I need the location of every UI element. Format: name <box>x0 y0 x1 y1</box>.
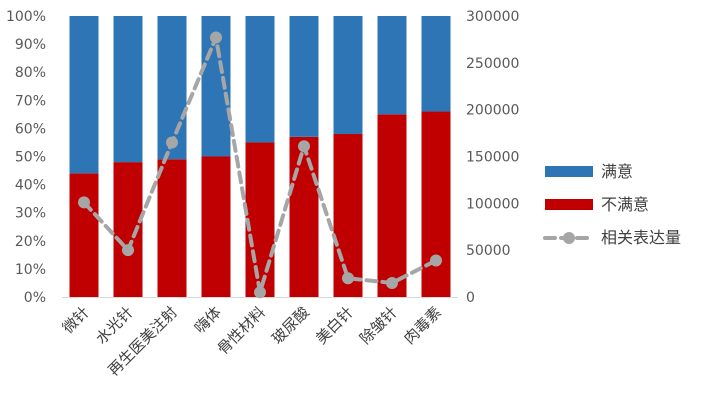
y-right-tick-label: 50000 <box>466 243 511 259</box>
legend-satisfied-swatch <box>545 166 593 177</box>
bar-satisfied <box>333 16 363 135</box>
y-left-tick-label: 60% <box>15 121 46 137</box>
y-right-tick-label: 300000 <box>466 9 519 25</box>
bar-satisfied <box>421 16 451 112</box>
bar-series <box>69 16 451 297</box>
bar-unsatisfied <box>69 173 99 297</box>
y-left-tick-label: 100% <box>6 9 46 25</box>
x-category-label: 美白针 <box>312 303 357 348</box>
x-category-label: 嗨体 <box>191 303 225 337</box>
legend-satisfied-label: 满意 <box>601 162 633 181</box>
legend: 满意 不满意 相关表达量 <box>543 162 681 247</box>
bar-satisfied <box>245 16 275 143</box>
volume-point <box>78 196 90 209</box>
y-right-tick-label: 200000 <box>466 103 519 119</box>
volume-point <box>166 136 178 149</box>
bar-unsatisfied <box>157 159 187 297</box>
y-left-tick-label: 70% <box>15 93 46 109</box>
volume-point <box>254 286 266 299</box>
bar-satisfied <box>113 16 143 163</box>
bar-satisfied <box>157 16 187 160</box>
y-left-tick-label: 50% <box>15 150 46 166</box>
bar-satisfied <box>69 16 99 174</box>
volume-point <box>210 31 222 44</box>
right-y-axis: 0 50000 100000 150000 200000 250000 300000 <box>466 9 519 306</box>
bar-satisfied <box>289 16 319 137</box>
legend-unsatisfied-swatch <box>545 199 593 210</box>
y-right-tick-label: 150000 <box>466 150 519 166</box>
bar-unsatisfied <box>333 134 363 297</box>
bar-unsatisfied <box>289 136 319 297</box>
y-left-tick-label: 0% <box>24 290 46 306</box>
x-category-label: 除皱针 <box>356 303 401 348</box>
volume-point <box>430 254 442 267</box>
x-category-label: 肉毒素 <box>400 303 445 348</box>
y-right-tick-label: 0 <box>466 290 475 306</box>
y-left-tick-label: 80% <box>15 65 46 81</box>
legend-volume-marker <box>563 232 575 244</box>
y-left-tick-label: 40% <box>15 178 46 194</box>
x-category-label: 玻尿酸 <box>268 303 313 348</box>
bar-unsatisfied <box>421 111 451 297</box>
y-left-tick-label: 20% <box>15 234 46 250</box>
y-left-tick-label: 30% <box>15 206 46 222</box>
y-left-tick-label: 90% <box>15 37 46 53</box>
bar-unsatisfied <box>245 142 275 297</box>
volume-point <box>298 140 310 153</box>
volume-point <box>386 276 398 289</box>
x-category-label: 骨性材料 <box>214 303 269 358</box>
line-series <box>78 31 442 299</box>
y-right-tick-label: 250000 <box>466 56 519 72</box>
legend-unsatisfied-label: 不满意 <box>601 195 649 214</box>
x-category-label: 微针 <box>59 303 93 337</box>
bar-unsatisfied <box>201 156 231 297</box>
left-y-axis: 0% 10% 20% 30% 40% 50% 60% 70% 80% 90% 100% <box>6 9 46 306</box>
y-left-tick-label: 10% <box>15 262 46 278</box>
bar-unsatisfied <box>377 114 407 297</box>
y-right-tick-label: 100000 <box>466 196 519 212</box>
legend-volume-label: 相关表达量 <box>601 228 681 247</box>
volume-point <box>342 272 354 285</box>
volume-point <box>122 244 134 257</box>
bar-satisfied <box>377 16 407 115</box>
